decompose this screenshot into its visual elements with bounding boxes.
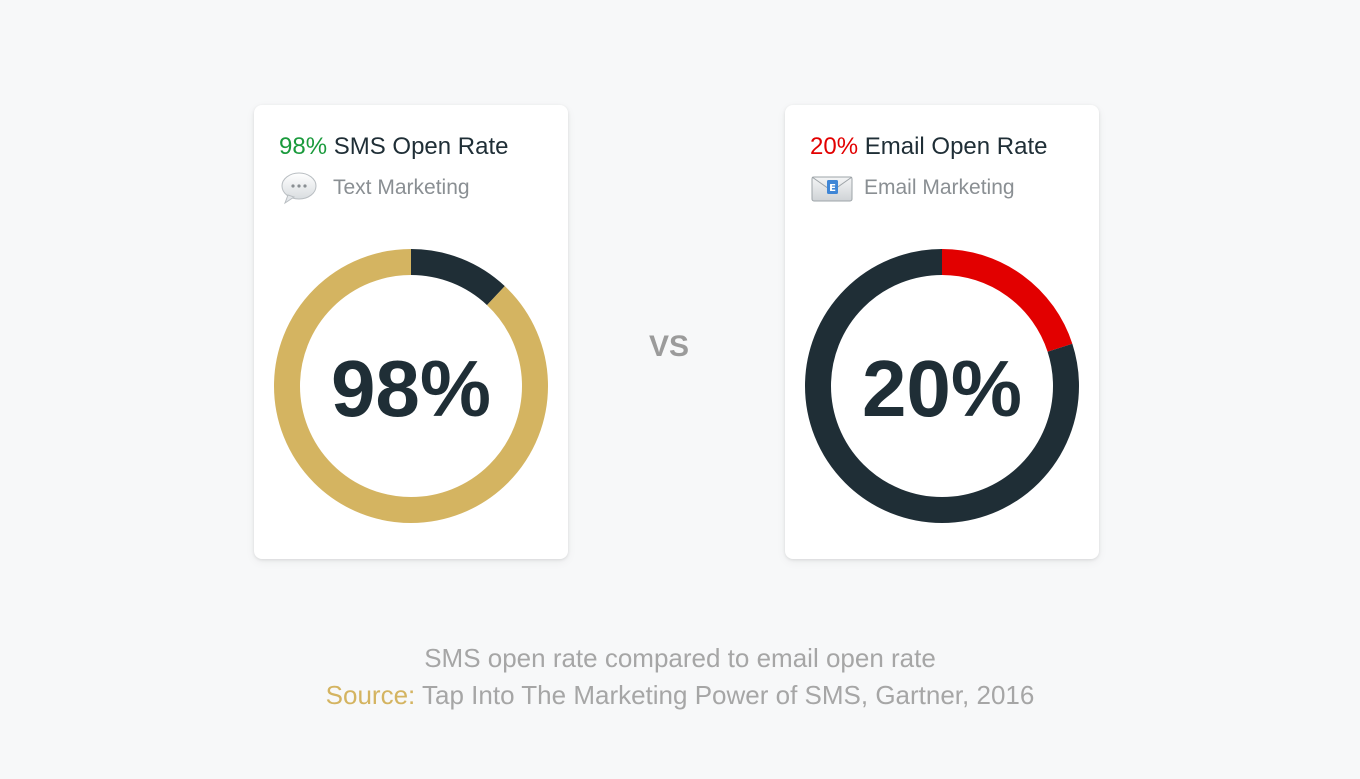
speech-bubble-icon [279, 171, 319, 205]
caption-line1: SMS open rate compared to email open rat… [424, 643, 936, 673]
vs-text: VS [648, 330, 690, 363]
email-donut-chart: 20% [805, 249, 1079, 523]
email-donut-label: 20% [861, 344, 1023, 433]
sms-donut-label: 98% [330, 344, 492, 433]
email-card-title: 20% Email Open Rate [810, 133, 1047, 161]
email-card: 20% Email Open Rate E Email Marketing 20… [785, 105, 1099, 559]
sms-subtitle-row: Text Marketing [279, 171, 470, 205]
sms-card-title: 98% SMS Open Rate [279, 133, 508, 161]
email-percent-text: 20% [810, 133, 859, 160]
caption-line2: Source: Tap Into The Marketing Power of … [0, 680, 1360, 711]
sms-subtitle: Text Marketing [333, 176, 470, 199]
email-subtitle: Email Marketing [864, 176, 1015, 199]
email-title-text: Email Open Rate [864, 133, 1048, 160]
source-label: Source: [325, 680, 416, 710]
sms-card: 98% SMS Open Rate Text Marketing 98% [254, 105, 568, 559]
sms-percent-text: 98% [279, 133, 328, 160]
sms-donut-chart: 98% [274, 249, 548, 523]
envelope-icon: E [810, 171, 853, 205]
email-donut-slice-1 [805, 249, 1079, 523]
email-subtitle-row: E Email Marketing [810, 171, 1015, 205]
svg-text:E: E [829, 183, 836, 194]
sms-donut-slice-1 [274, 249, 548, 523]
source-text: Tap Into The Marketing Power of SMS, Gar… [415, 680, 1035, 710]
sms-title-text: SMS Open Rate [333, 133, 509, 160]
